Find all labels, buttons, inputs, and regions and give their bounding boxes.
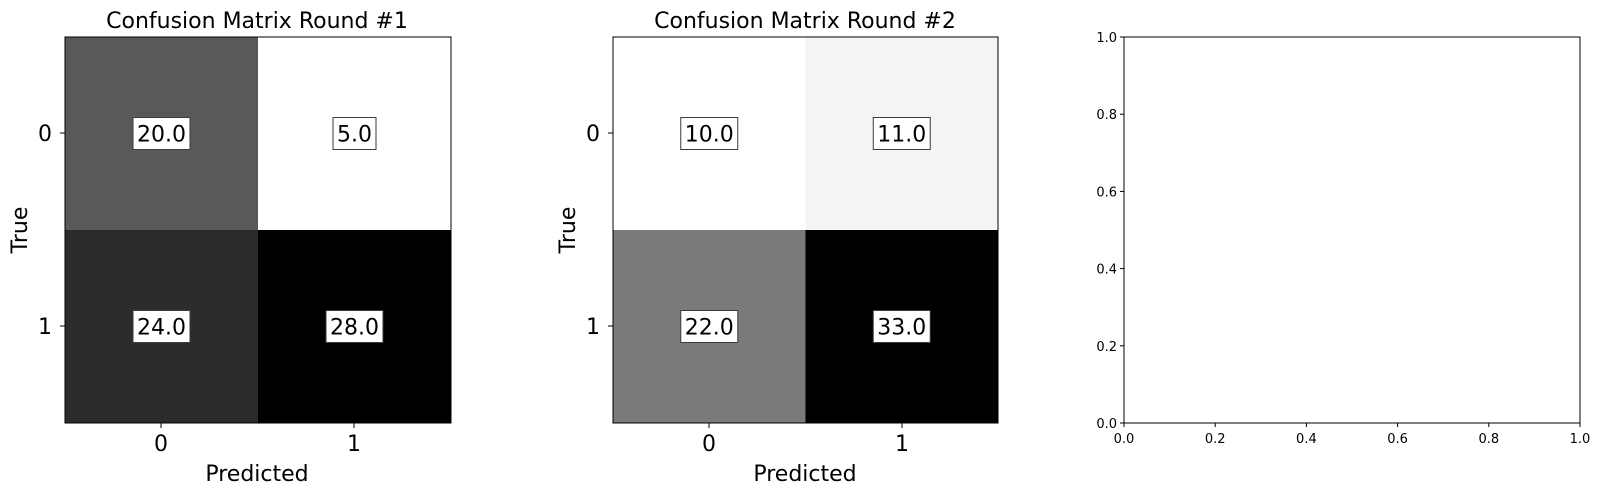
chart-1-cell-label-r1-c1: 28.0 xyxy=(330,316,379,341)
chart-3-xtick-label-0: 0.0 xyxy=(1114,432,1135,447)
chart-1-xtick-label-0: 0 xyxy=(154,432,168,457)
chart-2-cell-label-box-r0-c0 xyxy=(680,117,739,150)
chart-2-xtick-label-1: 1 xyxy=(895,432,909,457)
chart-1-cell-label-r1-c0: 24.0 xyxy=(137,316,186,341)
chart-1-cell-label-box-r1-c0 xyxy=(132,310,191,343)
chart-3-xtick-label-4: 0.8 xyxy=(1478,432,1499,447)
chart-3-xtick-label-3: 0.6 xyxy=(1387,432,1408,447)
chart-1-cells xyxy=(65,37,452,424)
chart-2-ylabel: True xyxy=(556,207,581,255)
chart-1-cell-label-r0-c1: 5.0 xyxy=(337,123,372,148)
chart-3-frame xyxy=(1123,36,1581,424)
chart-2-cell-label-r1-c1: 33.0 xyxy=(877,316,926,341)
confusion-matrix-1: Confusion Matrix Round #1 20.0 5.0 24.0 28.… xyxy=(8,9,452,487)
chart-1-title: Confusion Matrix Round #1 xyxy=(106,9,408,34)
chart-2-frame xyxy=(612,36,999,424)
chart-2-xtick-label-0: 0 xyxy=(702,432,716,457)
chart-3-ytick-label-1: 0.2 xyxy=(1096,340,1117,355)
chart-3-ticks: 0.0 0.2 0.4 0.6 0.8 1.0 0.0 0.2 0.4 0.6 0.8 1.0 xyxy=(1096,31,1590,447)
chart-1-xtick-label-1: 1 xyxy=(347,432,361,457)
chart-3-ytick-label-2: 0.4 xyxy=(1096,263,1117,278)
chart-3-ytick-label-4: 0.8 xyxy=(1096,108,1117,123)
chart-2-cell-labels: 10.0 11.0 22.0 33.0 xyxy=(680,117,931,343)
chart-3-xtick-label-5: 1.0 xyxy=(1570,432,1591,447)
chart-2-cell-label-r0-c0: 10.0 xyxy=(685,123,734,148)
chart-1-cell-label-box-r0-c1 xyxy=(332,117,377,150)
chart-2-cell-label-box-r1-c1 xyxy=(872,310,931,343)
chart-1-frame xyxy=(64,36,452,424)
chart-2-ytick-label-1: 1 xyxy=(586,315,600,340)
chart-2-cell-label-r0-c1: 11.0 xyxy=(877,123,926,148)
empty-axes: 0.0 0.2 0.4 0.6 0.8 1.0 0.0 0.2 0.4 0.6 0.8 1.0 xyxy=(1096,31,1590,447)
chart-1-ytick-label-1: 1 xyxy=(38,315,52,340)
chart-1-cell-label-box-r0-c0 xyxy=(132,117,191,150)
chart-1-cell-label-r0-c0: 20.0 xyxy=(137,123,186,148)
chart-2-xlabel: Predicted xyxy=(753,462,856,487)
chart-2-cells xyxy=(613,37,999,424)
chart-2-cell-label-r1-c0: 22.0 xyxy=(685,316,734,341)
chart-2-ytick-label-0: 0 xyxy=(586,122,600,147)
chart-2-cell-label-box-r1-c0 xyxy=(680,310,739,343)
chart-3-ytick-label-3: 0.6 xyxy=(1096,185,1117,200)
chart-3-xtick-label-1: 0.2 xyxy=(1205,432,1226,447)
chart-1-xlabel: Predicted xyxy=(205,462,308,487)
chart-1-ylabel: True xyxy=(8,207,33,255)
chart-1-cell-label-box-r1-c1 xyxy=(325,310,384,343)
chart-2-cell-label-box-r0-c1 xyxy=(872,117,931,150)
confusion-matrix-2: Confusion Matrix Round #2 10.0 11.0 22.0 33… xyxy=(556,9,999,487)
chart-2-title: Confusion Matrix Round #2 xyxy=(654,9,956,34)
chart-3-xtick-label-2: 0.4 xyxy=(1296,432,1317,447)
chart-1-cell-labels: 20.0 5.0 24.0 28.0 xyxy=(132,117,384,343)
chart-1-ytick-label-0: 0 xyxy=(38,122,52,147)
chart-3-ytick-label-5: 1.0 xyxy=(1096,31,1117,46)
chart-3-ytick-label-0: 0.0 xyxy=(1096,417,1117,432)
